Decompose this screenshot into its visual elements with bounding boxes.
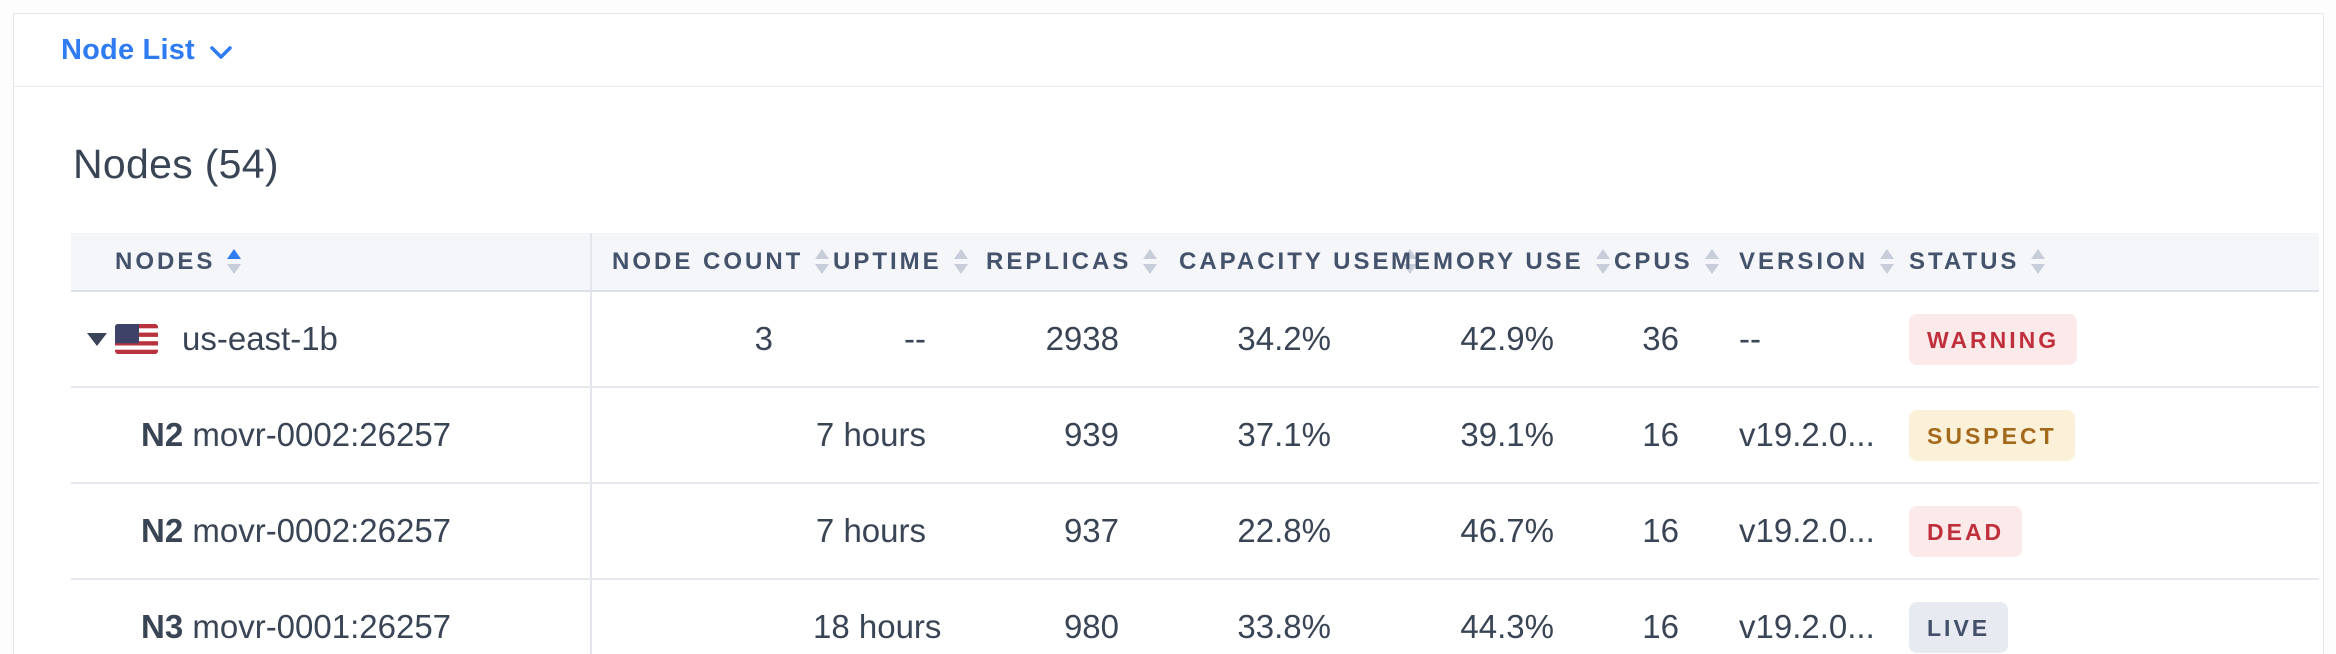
- table-header-row: NODES NODE COU: [71, 233, 2319, 292]
- node-id: N2: [141, 512, 193, 549]
- cell-node-name[interactable]: N2 movr-0002:26257: [71, 387, 592, 484]
- node-address: movr-0002:26257: [192, 416, 452, 453]
- status-badge: SUSPECT: [1909, 409, 2075, 461]
- cell-version: v19.2.0...: [1719, 579, 1889, 654]
- column-label: UPTIME: [833, 247, 942, 275]
- column-label: CPUS: [1614, 247, 1693, 275]
- cell-status: DEAD: [1889, 483, 2319, 580]
- node-list-card: Node List Nodes (54): [13, 13, 2324, 654]
- table-row-region: us-east-1b 3 -- 2938 34.2% 42.9% 36 -- W…: [71, 291, 2319, 388]
- cell-cpus: 16: [1594, 483, 1719, 580]
- chevron-down-icon: [209, 45, 233, 60]
- cell-uptime: 7 hours: [813, 483, 966, 580]
- node-address: movr-0001:26257: [192, 608, 452, 645]
- us-flag-icon: [115, 324, 158, 354]
- column-header-nodes[interactable]: NODES: [71, 233, 592, 292]
- cell-memory-use: 42.9%: [1371, 291, 1594, 388]
- cell-version: --: [1719, 291, 1889, 388]
- node-id: N3: [141, 608, 193, 645]
- cell-capacity-use: 33.8%: [1159, 579, 1371, 654]
- node-address: movr-0002:26257: [192, 512, 452, 549]
- cell-status: SUSPECT: [1889, 387, 2319, 484]
- column-header-node-count[interactable]: NODE COUNT: [591, 233, 830, 292]
- column-label: VERSION: [1739, 247, 1869, 275]
- table-row-node: N3 movr-0001:26257 18 hours 980 33.8% 44…: [71, 579, 2319, 654]
- status-badge: DEAD: [1909, 505, 2023, 557]
- column-label: REPLICAS: [986, 247, 1132, 275]
- column-header-version[interactable]: VERSION: [1719, 233, 1895, 292]
- column-header-replicas[interactable]: REPLICAS: [966, 233, 1159, 292]
- cell-version: v19.2.0...: [1719, 483, 1889, 580]
- card-header: Node List: [14, 14, 2323, 87]
- cell-node-count: 3: [591, 291, 813, 388]
- column-label: CAPACITY USE: [1179, 247, 1392, 275]
- cell-uptime: 18 hours: [813, 579, 966, 654]
- cell-version: v19.2.0...: [1719, 387, 1889, 484]
- sort-icon: [815, 249, 830, 274]
- sort-icon: [953, 249, 968, 274]
- cell-replicas: 937: [966, 483, 1159, 580]
- column-header-cpus[interactable]: CPUS: [1594, 233, 1719, 292]
- view-selector-label: Node List: [61, 33, 195, 66]
- node-table: NODES NODE COU: [71, 233, 2319, 654]
- cell-capacity-use: 34.2%: [1159, 291, 1371, 388]
- cell-replicas: 980: [966, 579, 1159, 654]
- card-body: Nodes (54) NODES: [14, 87, 2323, 654]
- cell-capacity-use: 37.1%: [1159, 387, 1371, 484]
- cell-node-name[interactable]: N2 movr-0002:26257: [71, 483, 592, 580]
- cell-cpus: 36: [1594, 291, 1719, 388]
- cell-node-count: [591, 579, 813, 654]
- cell-status: LIVE: [1889, 579, 2319, 654]
- cell-node-count: [591, 387, 813, 484]
- sort-icon: [1880, 249, 1895, 274]
- node-id: N2: [141, 416, 193, 453]
- cell-cpus: 16: [1594, 387, 1719, 484]
- column-label: NODES: [115, 247, 216, 275]
- collapse-toggle-icon[interactable]: [87, 332, 107, 346]
- column-header-uptime[interactable]: UPTIME: [813, 233, 968, 292]
- column-label: MEMORY USE: [1391, 247, 1584, 275]
- sort-icon: [1143, 249, 1158, 274]
- column-header-status[interactable]: STATUS: [1889, 233, 2319, 292]
- column-label: STATUS: [1909, 247, 2020, 275]
- sort-icon: [1595, 249, 1610, 274]
- page-title: Nodes (54): [73, 141, 279, 187]
- column-header-memory-use[interactable]: MEMORY USE: [1371, 233, 1610, 292]
- column-label: NODE COUNT: [612, 247, 804, 275]
- sort-icon: [2031, 249, 2046, 274]
- cell-status: WARNING: [1889, 291, 2319, 388]
- cell-node-count: [591, 483, 813, 580]
- cell-uptime: 7 hours: [813, 387, 966, 484]
- cell-cpus: 16: [1594, 579, 1719, 654]
- sort-icon: [227, 249, 242, 274]
- region-name[interactable]: us-east-1b: [182, 320, 338, 357]
- table-row-node: N2 movr-0002:26257 7 hours 937 22.8% 46.…: [71, 483, 2319, 580]
- cell-memory-use: 39.1%: [1371, 387, 1594, 484]
- sort-icon: [1704, 249, 1719, 274]
- cell-replicas: 939: [966, 387, 1159, 484]
- cell-capacity-use: 22.8%: [1159, 483, 1371, 580]
- cell-memory-use: 44.3%: [1371, 579, 1594, 654]
- view-selector-dropdown[interactable]: Node List: [61, 34, 233, 67]
- column-header-capacity-use[interactable]: CAPACITY USE: [1159, 233, 1418, 292]
- cell-memory-use: 46.7%: [1371, 483, 1594, 580]
- status-badge: WARNING: [1909, 313, 2078, 365]
- status-badge: LIVE: [1909, 601, 2009, 653]
- table-row-node: N2 movr-0002:26257 7 hours 939 37.1% 39.…: [71, 387, 2319, 484]
- cell-uptime: --: [813, 291, 966, 388]
- cell-node-name[interactable]: N3 movr-0001:26257: [71, 579, 592, 654]
- cell-replicas: 2938: [966, 291, 1159, 388]
